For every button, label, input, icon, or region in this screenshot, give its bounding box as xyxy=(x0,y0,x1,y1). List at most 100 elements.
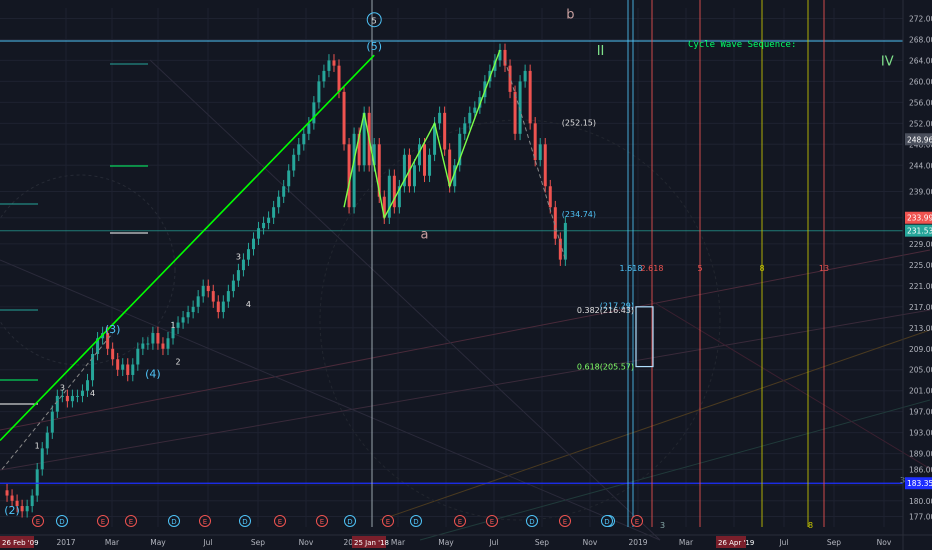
time-tick-label: May xyxy=(438,538,454,547)
fan-line xyxy=(649,299,932,471)
candle-body xyxy=(352,133,356,208)
candle-body xyxy=(508,65,512,92)
price-axis: 177.00180.00183.00186.00189.00193.00197.… xyxy=(902,0,932,550)
time-tick-label: 2017 xyxy=(56,538,75,547)
price-tick-label: 189.00 xyxy=(909,450,932,459)
event-badge: E xyxy=(563,518,567,526)
event-badge: D xyxy=(413,518,418,526)
date-flag: 25 Jan '18 xyxy=(354,539,389,547)
event-badge-ring xyxy=(56,515,68,527)
price-tick-label: 197.00 xyxy=(909,408,932,417)
candle-body xyxy=(312,102,316,124)
candle-body xyxy=(558,238,562,260)
candles xyxy=(5,43,567,518)
candle-body xyxy=(236,270,240,281)
price-flag-bg xyxy=(905,211,932,224)
wave-label: a xyxy=(421,228,429,243)
candle-body xyxy=(50,411,54,433)
candle-body xyxy=(30,495,34,507)
event-badge: E xyxy=(320,518,324,526)
event-badge: D xyxy=(529,518,534,526)
price-tick-label: 221.00 xyxy=(909,282,932,291)
wave-label: II xyxy=(597,44,605,59)
wave-circle xyxy=(366,12,382,28)
time-tick-label: Nov xyxy=(583,538,598,547)
fan-line xyxy=(419,399,931,541)
price-tick-label: 205.00 xyxy=(909,366,932,375)
event-badge-ring xyxy=(559,515,571,527)
candle-body xyxy=(528,70,532,124)
candle-body xyxy=(196,296,200,307)
candle-body xyxy=(221,301,225,313)
price-tick-label: 193.00 xyxy=(909,429,932,438)
candle-body xyxy=(548,186,552,208)
fib-label: (234.74) xyxy=(562,210,596,219)
wave-label: 1 xyxy=(35,441,40,450)
candle-body xyxy=(252,238,255,250)
event-badge-ring xyxy=(601,515,613,527)
candle-body xyxy=(111,348,115,360)
candle-body xyxy=(397,186,401,208)
candle-body xyxy=(96,338,100,354)
candle-body xyxy=(428,154,432,176)
overlays xyxy=(0,0,903,527)
price-tick-label: 252.00 xyxy=(909,119,932,128)
candle-body xyxy=(201,285,205,297)
wave-zigzag xyxy=(343,49,501,220)
event-badge-ring xyxy=(125,515,137,527)
candle-body xyxy=(70,395,74,402)
candle-body xyxy=(40,448,44,470)
fan-line xyxy=(149,59,661,541)
wave-label: 4 xyxy=(90,389,95,398)
wave-label: 4 xyxy=(246,300,251,309)
decorations xyxy=(0,59,932,541)
candle-body xyxy=(5,490,9,496)
event-badge-ring xyxy=(239,515,251,527)
fib-label: (217.29) xyxy=(600,301,634,310)
candle-body xyxy=(161,343,165,349)
candle-body xyxy=(498,49,502,61)
labels: (2)134(3)(4)12345(5)abIIIV(252.15)(234.7… xyxy=(4,7,905,530)
time-tick-label: Sep xyxy=(827,538,841,547)
candle-body xyxy=(523,70,527,82)
candle-body xyxy=(438,112,442,124)
price-tick-label: 201.00 xyxy=(909,387,932,396)
candle-body xyxy=(10,495,14,501)
target-box xyxy=(635,306,654,368)
candle-body xyxy=(45,432,49,449)
candle-body xyxy=(131,364,135,375)
price-tick-label: 209.00 xyxy=(909,345,932,354)
fan-line xyxy=(0,259,661,541)
candle-body xyxy=(91,354,95,381)
date-flag-bg xyxy=(0,536,34,548)
cycle-label: 8 xyxy=(759,264,764,273)
candle-body xyxy=(518,81,522,134)
time-tick-label: Mar xyxy=(679,538,694,547)
candle-body xyxy=(60,395,64,397)
candle-body xyxy=(166,338,170,349)
candle-body xyxy=(372,144,376,166)
candle-body xyxy=(277,196,281,208)
event-badge-ring xyxy=(526,515,538,527)
time-tick-label: Nov xyxy=(877,538,892,547)
candle-body xyxy=(241,259,245,271)
price-flag: 183.35 xyxy=(907,479,932,488)
candle-body xyxy=(362,112,366,166)
candle-body xyxy=(211,291,215,302)
date-flag: 26 Apr '19 xyxy=(718,539,754,547)
cycle-label: 5 xyxy=(697,264,702,273)
time-axis: 2017MarMayJulSepNov2018MarMayJulSepNov20… xyxy=(0,534,932,548)
candle-body xyxy=(25,506,29,512)
trendline xyxy=(0,54,375,442)
candle-body xyxy=(387,175,391,218)
event-badge: D xyxy=(59,518,64,526)
candle-body xyxy=(478,97,482,108)
candle-body xyxy=(297,144,301,155)
candle-body xyxy=(262,222,266,229)
time-tick-label: 2019 xyxy=(628,538,647,547)
time-tick-label: Jul xyxy=(202,538,212,547)
price-flag-bg xyxy=(905,224,932,237)
wave-label: 1 xyxy=(170,321,175,330)
